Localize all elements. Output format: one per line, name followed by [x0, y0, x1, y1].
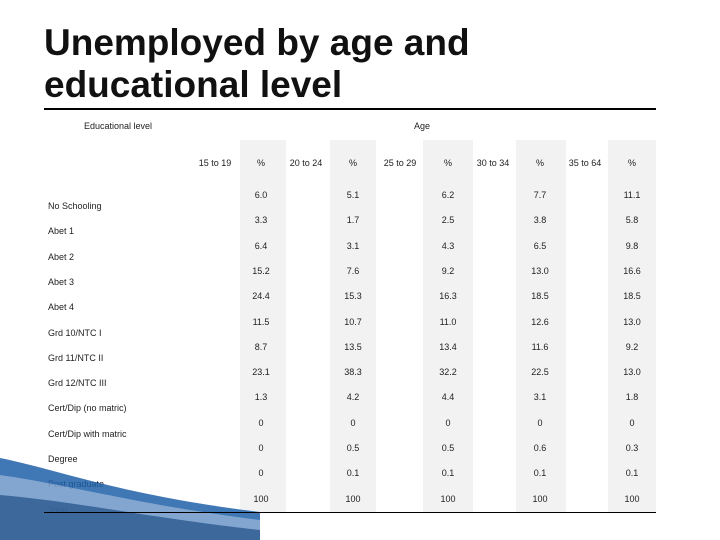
- table-cell: 10.7: [344, 316, 362, 327]
- table-cell: 8.7: [254, 341, 268, 352]
- table-cell: 0.5: [441, 443, 455, 453]
- col-header: 25 to 29: [383, 158, 417, 168]
- table-cell: 0.1: [346, 468, 360, 479]
- row-label: Abet 4: [48, 302, 75, 313]
- table-cell: 18.5: [531, 291, 549, 302]
- table-cell: 1.7: [346, 215, 360, 226]
- table-cell: 0: [537, 417, 543, 428]
- table-cell: 4.4: [441, 392, 455, 403]
- table-cell: 6.4: [254, 240, 268, 251]
- table-cell: 0: [445, 417, 451, 428]
- table-cell: 0: [258, 468, 264, 479]
- row-label: Grd 11/NTC II: [48, 352, 104, 363]
- table-cell: 100: [532, 493, 548, 504]
- table-cell: 11.5: [252, 316, 270, 327]
- table-cell: 3.8: [533, 215, 547, 226]
- table-cell: 3.1: [346, 240, 360, 251]
- table-cell: 38.3: [344, 367, 362, 378]
- table-cell: 11.0: [439, 316, 457, 327]
- col-header: %: [443, 158, 452, 168]
- table-cell: 23.1: [252, 367, 270, 378]
- shade-col-1: [240, 140, 286, 512]
- col-header: 20 to 24: [289, 158, 323, 168]
- table-cell: 0.6: [533, 443, 547, 453]
- table-cell: 13.4: [439, 341, 457, 352]
- row-label: Degree: [48, 454, 78, 464]
- table-cell: 2.5: [441, 215, 455, 226]
- table-cell: 3.1: [533, 392, 547, 403]
- table-cell: 1.8: [625, 392, 639, 403]
- page-title: Unemployed by age and educational level: [44, 22, 470, 105]
- col-header: %: [627, 158, 636, 168]
- table-cell: 0.1: [533, 468, 547, 479]
- table-cell: 13.0: [623, 316, 641, 327]
- table-cell: 9.2: [625, 341, 639, 352]
- table-cell: 7.7: [533, 190, 547, 200]
- table-cell: 4.2: [346, 392, 360, 403]
- table-cell: 16.3: [439, 291, 457, 302]
- table-cell: 11.6: [531, 341, 549, 352]
- table-cell: 100: [253, 493, 269, 504]
- table-cell: 5.8: [625, 215, 639, 226]
- col-header: 30 to 34: [476, 158, 510, 168]
- row-label: Grd 12/NTC III: [48, 378, 107, 389]
- col-header: %: [256, 158, 265, 168]
- table-cell: 0.5: [346, 443, 360, 453]
- table-cell: 9.8: [625, 240, 639, 251]
- header-educational-level: Educational level: [84, 121, 153, 131]
- col-header: 15 to 19: [198, 158, 232, 168]
- table-cell: 13.5: [344, 341, 362, 352]
- col-header: %: [348, 158, 357, 168]
- table-cell: 100: [345, 493, 361, 504]
- table-cell: 6.0: [254, 190, 268, 200]
- table-cell: 15.2: [252, 265, 270, 276]
- table-cell: 1.3: [254, 392, 268, 403]
- table-cell: 5.1: [346, 190, 360, 200]
- row-label: Abet 1: [48, 226, 75, 237]
- shade-col-4: [516, 140, 566, 512]
- table-cell: 0.1: [441, 468, 455, 479]
- table-cell: 24.4: [252, 291, 270, 302]
- table-cell: 0.3: [625, 443, 639, 453]
- table-cell: 13.0: [531, 265, 549, 276]
- shade-col-5: [608, 140, 656, 512]
- shade-col-3: [423, 140, 473, 512]
- table-cell: 12.6: [531, 316, 549, 327]
- table-cell: 13.0: [623, 367, 641, 378]
- table-cell: 4.3: [441, 240, 455, 251]
- title-underline: [44, 108, 656, 110]
- table-cell: 0: [350, 417, 356, 428]
- table-cell: 0: [258, 417, 264, 428]
- table-cell: 15.3: [344, 291, 362, 302]
- table-cell: 6.2: [441, 190, 455, 200]
- row-label: Cert/Dip (no matric): [48, 403, 127, 414]
- row-label: Cert/Dip with matric: [48, 428, 127, 439]
- row-label: Abet 2: [48, 251, 75, 262]
- table-cell: 32.2: [439, 367, 457, 378]
- table-bottom-rule: [44, 512, 656, 513]
- header-age: Age: [414, 121, 431, 131]
- table-cell: 0: [629, 417, 635, 428]
- col-header: 35 to 64: [568, 158, 602, 168]
- table-cell: 100: [440, 493, 456, 504]
- row-label: Abet 3: [48, 276, 75, 287]
- table-cell: 0: [258, 443, 264, 453]
- table-cell: 16.6: [623, 265, 641, 276]
- decorative-wave: [0, 458, 260, 540]
- table-cell: 22.5: [531, 367, 549, 378]
- table-cell: 7.6: [346, 265, 360, 276]
- table-cell: 18.5: [623, 291, 641, 302]
- table-cell: 0.1: [625, 468, 639, 479]
- col-header: %: [535, 158, 544, 168]
- table-cell: 11.1: [623, 190, 641, 200]
- table-cell: 6.5: [533, 240, 547, 251]
- row-label: No Schooling: [48, 201, 102, 211]
- table-cell: 3.3: [254, 215, 268, 226]
- table-cell: 9.2: [441, 265, 455, 276]
- table-cell: 100: [624, 493, 640, 504]
- row-label: Grd 10/NTC I: [48, 327, 102, 338]
- shade-col-2: [330, 140, 376, 512]
